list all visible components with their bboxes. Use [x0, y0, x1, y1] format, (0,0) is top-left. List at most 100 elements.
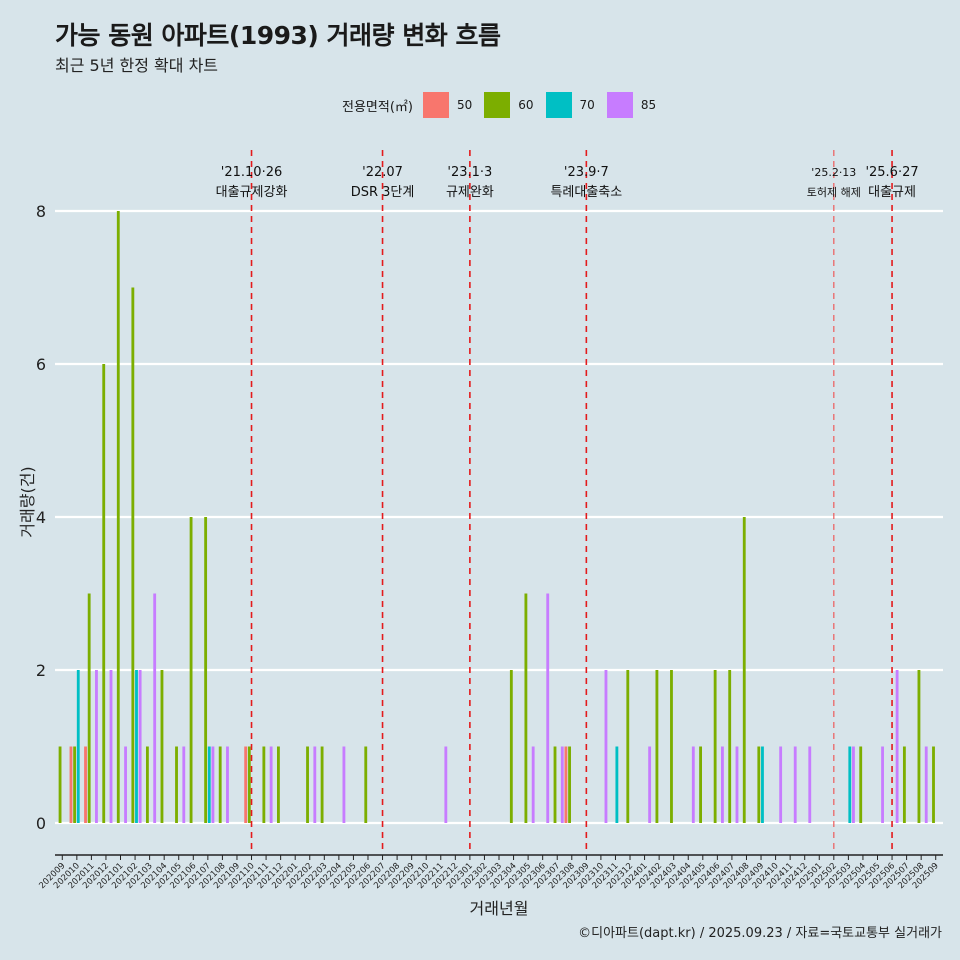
- bar-60-202104: [160, 670, 164, 823]
- bar-85-202204: [342, 746, 346, 823]
- bar-85-202107: [211, 746, 215, 823]
- legend-label-85: 85: [640, 98, 657, 112]
- bar-60-202409: [757, 746, 761, 823]
- bar-85-202307: [560, 746, 564, 823]
- chart-title: 가능 동원 아파트(1993) 거래량 변화 흐름: [55, 21, 501, 50]
- x-axis-title: 거래년월: [470, 899, 529, 918]
- y-tick-label: 0: [36, 814, 46, 833]
- bar-60-202308: [568, 746, 571, 823]
- bar-60-202405: [699, 746, 703, 823]
- legend-label-60: 60: [518, 98, 534, 112]
- bar-60-202111: [262, 746, 266, 823]
- bar-85-202406: [721, 746, 724, 823]
- bar-60-202112: [277, 746, 280, 823]
- y-tick-label: 2: [36, 661, 46, 680]
- bar-60-202106: [189, 517, 193, 823]
- bar-60-202408: [742, 517, 746, 823]
- bar-85-202103: [153, 593, 157, 823]
- bar-60-202101: [116, 211, 120, 823]
- bar-85-202401: [648, 746, 652, 823]
- bar-70-202010: [76, 670, 80, 823]
- bar-85-202505: [881, 746, 884, 823]
- bar-60-202304: [509, 670, 513, 823]
- legend: 전용면적(㎡) 50 60 70 85: [342, 92, 668, 118]
- bar-85-202506: [895, 670, 899, 823]
- bar-85-202310: [604, 670, 608, 823]
- legend-item-50: 50: [422, 92, 473, 118]
- bar-60-202305: [524, 593, 528, 823]
- bar-70-202107: [207, 746, 211, 823]
- bar-60-202406: [713, 670, 717, 823]
- bar-50-202010: [69, 746, 73, 823]
- event-label: 대출규제강화: [216, 185, 288, 200]
- bar-60-202203: [320, 746, 324, 823]
- bar-85-202411: [793, 746, 797, 823]
- legend-swatch-85: [606, 92, 633, 118]
- bar-60-202312: [626, 670, 630, 823]
- bar-60-202508: [917, 670, 921, 823]
- bar-85-202105: [182, 746, 186, 823]
- event-date-label: '23.1·3: [447, 165, 492, 180]
- event-label: DSR 3단계: [351, 185, 415, 200]
- bar-60-202504: [859, 746, 863, 823]
- bar-60-202010: [73, 746, 77, 823]
- bar-60-202103: [145, 746, 149, 823]
- event-label: 대출규제: [868, 185, 916, 200]
- y-tick-label: 6: [36, 355, 46, 374]
- legend-swatch-50: [422, 92, 449, 118]
- bar-85-202102: [138, 670, 142, 823]
- event-date-label: '23.9·7: [564, 165, 609, 180]
- bar-85-202202: [313, 746, 317, 823]
- bar-85-202306: [546, 593, 550, 823]
- bar-60-202105: [175, 746, 178, 823]
- event-date-label: '25.6·27: [865, 165, 918, 180]
- legend-item-85: 85: [606, 92, 657, 118]
- bar-85-202508: [924, 746, 928, 823]
- bar-60-202507: [902, 746, 906, 823]
- bar-85-202412: [808, 746, 812, 823]
- bar-85-202305: [531, 746, 535, 823]
- bar-60-202011: [87, 593, 91, 823]
- bar-60-202102: [131, 287, 135, 823]
- legend-label-50: 50: [456, 98, 473, 112]
- bar-60-202402: [655, 670, 659, 823]
- bar-70-202409: [761, 746, 764, 823]
- bar-85-202011: [95, 670, 98, 823]
- bar-50-202308: [564, 746, 568, 823]
- bar-60-202307: [553, 746, 557, 823]
- bar-50-202110: [244, 746, 248, 823]
- bar-70-202102: [135, 670, 138, 823]
- bar-50-202011: [84, 746, 87, 823]
- legend-title: 전용면적(㎡): [342, 99, 413, 115]
- bar-60-202110: [247, 746, 251, 823]
- event-label: 규제완화: [446, 185, 494, 200]
- bar-60-202107: [204, 517, 208, 823]
- legend-item-70: 70: [545, 92, 595, 118]
- y-axis-title: 거래량(건): [18, 466, 37, 537]
- bar-85-202101: [124, 746, 127, 823]
- y-tick-label: 8: [36, 202, 46, 221]
- bar-60-202202: [306, 746, 309, 823]
- bar-60-202403: [670, 670, 673, 823]
- legend-label-70: 70: [579, 98, 595, 112]
- bar-60-202009: [58, 746, 62, 823]
- chart-subtitle: 최근 5년 한정 확대 차트: [55, 56, 219, 75]
- event-date-label: '22.07: [362, 165, 403, 180]
- bar-85-202108: [226, 746, 229, 823]
- source-caption: ©디아파트(dapt.kr) / 2025.09.23 / 자료=국토교통부 실…: [578, 926, 942, 941]
- bar-70-202503: [848, 746, 852, 823]
- bar-70-202311: [615, 746, 619, 823]
- bar-85-202211: [444, 746, 448, 823]
- event-date-label: '25.2·13: [811, 166, 856, 179]
- bar-60-202206: [364, 746, 368, 823]
- bar-60-202509: [932, 746, 935, 823]
- event-date-label: '21.10·26: [221, 165, 282, 180]
- bar-85-202407: [735, 746, 739, 823]
- event-label: 특례대출축소: [550, 185, 622, 200]
- legend-swatch-70: [545, 92, 572, 118]
- y-tick-label: 4: [36, 508, 46, 527]
- bar-60-202108: [218, 746, 222, 823]
- bar-85-202503: [852, 746, 855, 823]
- bar-85-202404: [691, 746, 695, 823]
